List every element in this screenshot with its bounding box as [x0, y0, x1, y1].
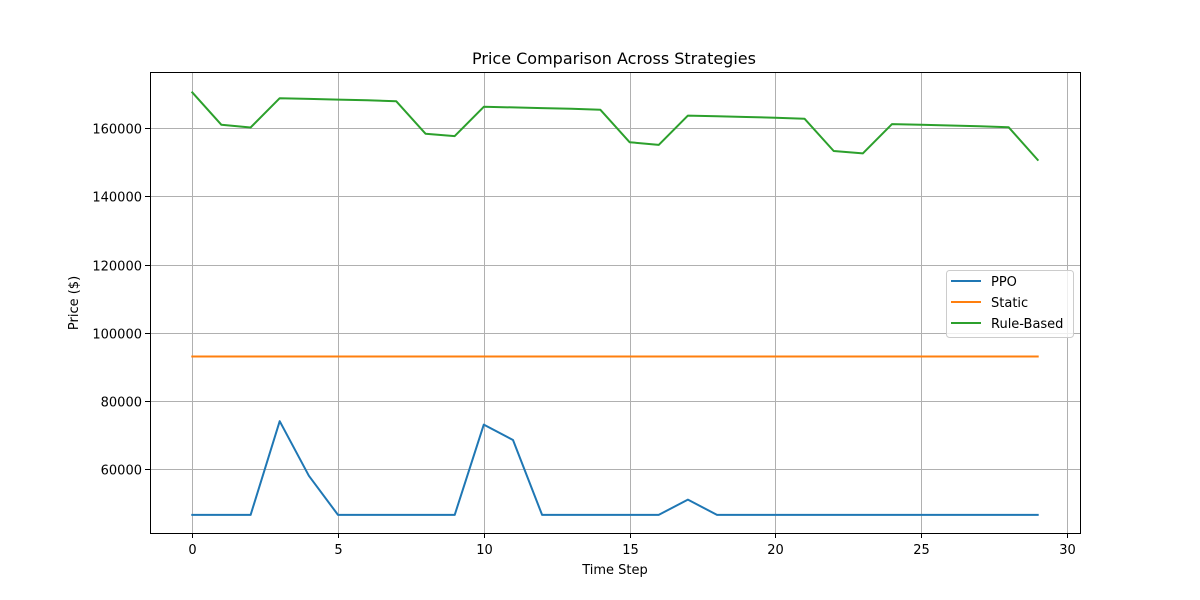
- x-tick-label: 15: [622, 543, 639, 558]
- plot-frame: [150, 72, 1081, 534]
- legend-label-ppo: PPO: [991, 275, 1017, 290]
- legend-label-rule-based: Rule-Based: [991, 317, 1063, 332]
- x-tick-label: 25: [913, 543, 930, 558]
- x-tick-label: 5: [334, 543, 342, 558]
- y-tick-label: 140000: [92, 191, 142, 206]
- legend: PPO Static Rule-Based: [946, 270, 1074, 338]
- chart-title: Price Comparison Across Strategies: [472, 49, 756, 68]
- y-axis-label: Price ($): [67, 276, 82, 330]
- y-tick-label: 100000: [92, 328, 142, 343]
- y-tick-label: 120000: [92, 260, 142, 275]
- y-tick-label: 80000: [101, 396, 142, 411]
- axis-ticks: 0 5 10 15 20 25 30 60000 80000 100000 120000 140000…: [92, 123, 1075, 559]
- series-line-rule-based: [190, 90, 1040, 162]
- x-tick-label: 10: [476, 543, 493, 558]
- series-line-ppo: [191, 420, 1039, 516]
- legend-label-static: Static: [991, 296, 1028, 311]
- x-tick-label: 30: [1059, 543, 1076, 558]
- y-tick-label: 160000: [92, 123, 142, 138]
- y-tick-label: 60000: [101, 464, 142, 479]
- series-lines: [190, 90, 1040, 516]
- x-tick-label: 0: [188, 543, 196, 558]
- x-tick-label: 20: [767, 543, 784, 558]
- x-axis-label: Time Step: [581, 563, 648, 578]
- legend-box: [946, 270, 1074, 338]
